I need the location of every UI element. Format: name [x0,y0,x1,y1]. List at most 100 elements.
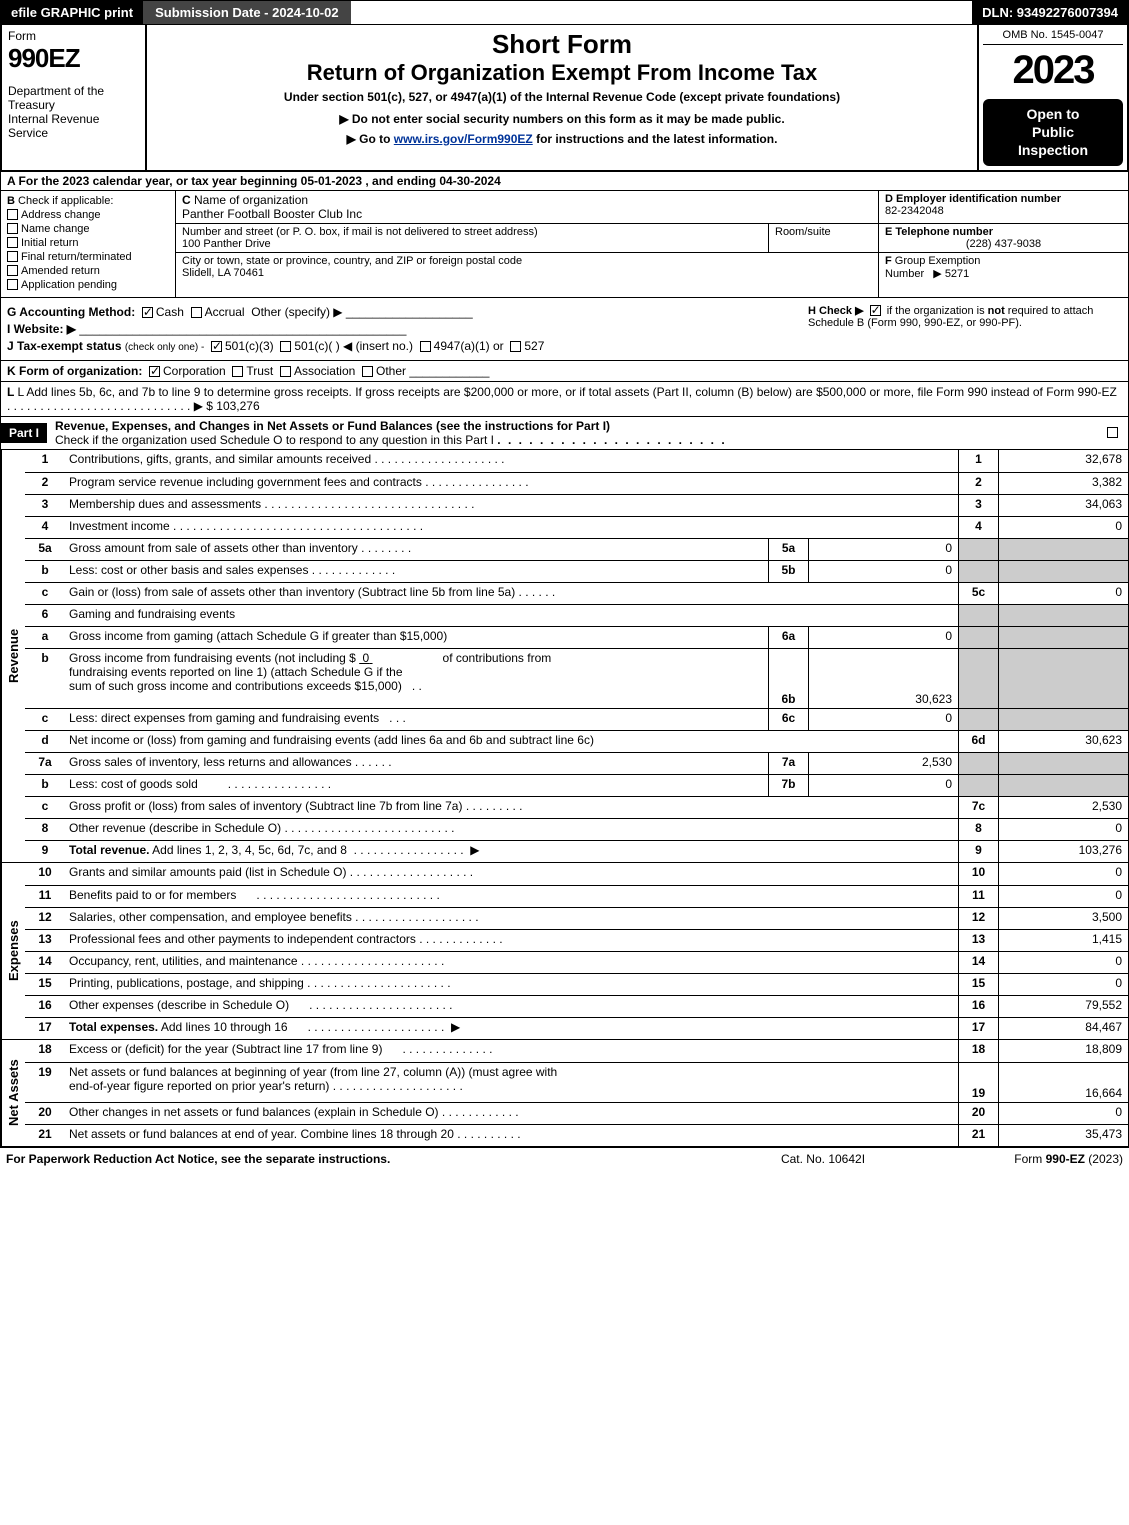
line-14: 14 Occupancy, rent, utilities, and maint… [25,951,1128,973]
line-14-value: 0 [998,952,1128,973]
open-to-public: Open toPublicInspection [983,99,1123,166]
line-19: 19 Net assets or fund balances at beginn… [25,1062,1128,1102]
line-12-value: 3,500 [998,908,1128,929]
main-title: Return of Organization Exempt From Incom… [155,60,969,86]
chk-initial-return[interactable]: Initial return [7,237,169,249]
f-value: ▶ 5271 [933,268,969,280]
line-7b-value: 0 [808,775,958,796]
line-13: 13 Professional fees and other payments … [25,929,1128,951]
line-5a: 5a Gross amount from sale of assets othe… [25,538,1128,560]
chk-501c[interactable] [280,341,291,352]
chk-application-pending[interactable]: Application pending [7,279,169,291]
header-right: OMB No. 1545-0047 2023 Open toPublicInsp… [977,25,1127,170]
irs-link[interactable]: www.irs.gov/Form990EZ [394,132,533,146]
k-form-org: K Form of organization: Corporation Trus… [0,361,1129,382]
line-7a-value: 2,530 [808,753,958,774]
line-9-value: 103,276 [998,841,1128,862]
i-website: I Website: ▶ ___________________________… [7,322,802,336]
chk-other-org[interactable] [362,366,373,377]
line-20: 20 Other changes in net assets or fund b… [25,1102,1128,1124]
column-b: B Check if applicable: Address change Na… [1,191,176,297]
column-c-block: C Name of organization Panther Football … [176,191,1128,297]
top-bar: efile GRAPHIC print Submission Date - 20… [0,0,1129,25]
g-label: G Accounting Method: [7,305,135,319]
chk-amended-return[interactable]: Amended return [7,265,169,277]
k-label: K Form of organization: [7,364,142,378]
link-suffix: for instructions and the latest informat… [533,132,778,146]
part1-label: Part I [1,423,47,443]
line-4-value: 0 [998,517,1128,538]
d-label: D Employer identification number [885,193,1061,205]
form-word: Form [8,29,139,43]
h-schedule-b: H Check ▶ if the organization is not req… [802,302,1122,356]
j-label: J Tax-exempt status [7,339,122,353]
header-middle: Short Form Return of Organization Exempt… [147,25,977,170]
form-header: Form 990EZ Department of theTreasuryInte… [0,25,1129,172]
org-name: Panther Football Booster Club Inc [182,207,362,221]
netassets-vlabel: Net Assets [1,1040,25,1146]
room-suite: Room/suite [768,224,878,252]
footer-left: For Paperwork Reduction Act Notice, see … [6,1152,723,1166]
j-tax-exempt: J Tax-exempt status (check only one) - 5… [7,339,802,353]
line-8: 8 Other revenue (describe in Schedule O)… [25,818,1128,840]
line-7c-value: 2,530 [998,797,1128,818]
line-12: 12 Salaries, other compensation, and emp… [25,907,1128,929]
chk-cash[interactable] [142,307,153,318]
form-number: 990EZ [8,43,139,74]
chk-schedule-b[interactable] [870,305,881,316]
net-assets-section: Net Assets 18 Excess or (deficit) for th… [0,1040,1129,1147]
line-6c: c Less: direct expenses from gaming and … [25,708,1128,730]
footer-cat-no: Cat. No. 10642I [723,1152,923,1166]
instructions-link-row: ▶ Go to www.irs.gov/Form990EZ for instru… [155,132,969,146]
f-label: F [885,255,895,267]
g-accounting: G Accounting Method: Cash Accrual Other … [7,305,802,319]
e-label: E Telephone number [885,226,993,238]
submission-date: Submission Date - 2024-10-02 [143,1,351,24]
efile-label: efile GRAPHIC print [1,1,143,24]
city-block: City or town, state or province, country… [176,253,878,281]
chk-final-return[interactable]: Final return/terminated [7,251,169,263]
h-label: H Check ▶ [808,305,864,317]
dln-label: DLN: 93492276007394 [972,1,1128,24]
ssn-warning: ▶ Do not enter social security numbers o… [155,112,969,126]
chk-address-change[interactable]: Address change [7,209,169,221]
line-17-value: 84,467 [998,1018,1128,1039]
line-18: 18 Excess or (deficit) for the year (Sub… [25,1040,1128,1062]
line-7a: 7a Gross sales of inventory, less return… [25,752,1128,774]
chk-name-change[interactable]: Name change [7,223,169,235]
chk-4947[interactable] [420,341,431,352]
chk-schedule-o-part1[interactable] [1107,427,1118,438]
b-label: B [7,195,15,207]
tax-year: 2023 [983,48,1123,93]
chk-527[interactable] [510,341,521,352]
line-11-value: 0 [998,886,1128,907]
line-3-value: 34,063 [998,495,1128,516]
chk-association[interactable] [280,366,291,377]
street-block: Number and street (or P. O. box, if mail… [176,224,768,252]
line-7c: c Gross profit or (loss) from sales of i… [25,796,1128,818]
i-label: I Website: ▶ [7,322,76,336]
link-prefix: ▶ Go to [347,132,394,146]
line-3: 3 Membership dues and assessments . . . … [25,494,1128,516]
ghij-block: G Accounting Method: Cash Accrual Other … [0,298,1129,361]
chk-accrual[interactable] [191,307,202,318]
chk-trust[interactable] [232,366,243,377]
l-text: L Add lines 5b, 6c, and 7b to line 9 to … [17,385,1116,399]
chk-501c3[interactable] [211,341,222,352]
chk-corporation[interactable] [149,366,160,377]
phone-value: (228) 437-9038 [885,238,1122,250]
expenses-section: Expenses 10 Grants and similar amounts p… [0,863,1129,1040]
line-2-value: 3,382 [998,473,1128,494]
city-label: City or town, state or province, country… [182,255,522,267]
line-6b: b Gross income from fundraising events (… [25,648,1128,708]
c-label: C [182,193,194,207]
line-18-value: 18,809 [998,1040,1128,1062]
line-13-value: 1,415 [998,930,1128,951]
street-label: Number and street (or P. O. box, if mail… [182,226,538,238]
line-5a-value: 0 [808,539,958,560]
f-group-exemption: F Group ExemptionNumber ▶ 5271 [879,253,1128,282]
line-6d: d Net income or (loss) from gaming and f… [25,730,1128,752]
d-ein-block: D Employer identification number 82-2342… [879,191,1128,219]
short-form-title: Short Form [155,29,969,60]
line-16-value: 79,552 [998,996,1128,1017]
